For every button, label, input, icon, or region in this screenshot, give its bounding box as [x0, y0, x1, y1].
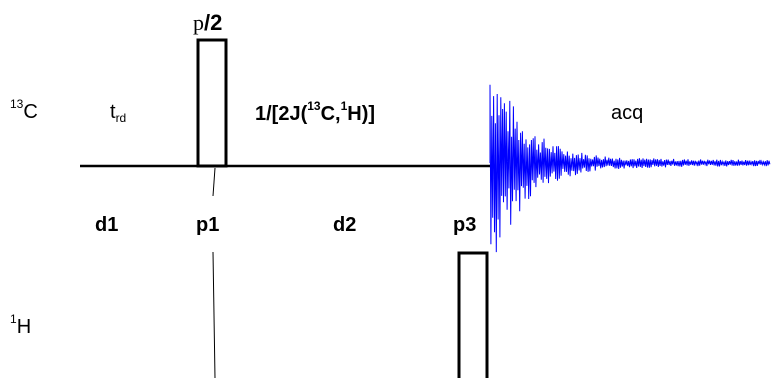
event-d1-label: d1 [95, 214, 118, 236]
proton-pulse-rect [457, 251, 489, 378]
coupling-h-main: H)] [347, 103, 375, 125]
trd-main: t [110, 101, 116, 123]
event-p3-label: p3 [453, 214, 476, 236]
coupling-c-main: C, [321, 103, 341, 125]
coupling-h-sup: 1 [341, 99, 348, 113]
carbon-pulse-rect [196, 38, 228, 168]
pulse-angle-greek: p [193, 10, 204, 35]
proton-channel-label: 1H [10, 312, 31, 338]
proton-label-sup: 1 [10, 312, 17, 326]
pulse-angle-fraction: /2 [204, 10, 222, 35]
pulse-angle-label: p/2 [193, 10, 222, 35]
event-p1-label: p1 [196, 214, 219, 236]
coupling-prefix: 1/[2J( [255, 103, 308, 125]
carbon-channel-label: 13C [10, 97, 38, 123]
carbon-label-main: C [23, 101, 37, 123]
coupling-delay-label: 1/[2J(13C,1H)] [255, 99, 375, 125]
proton-label-main: H [17, 316, 31, 338]
event-d2-label: d2 [333, 214, 356, 236]
p1-marker-upper [212, 167, 216, 197]
p1-marker-lower [212, 251, 216, 378]
trd-sub: rd [116, 111, 127, 125]
relaxation-delay-label: trd [110, 101, 126, 125]
carbon-label-sup: 13 [10, 97, 24, 111]
acquisition-label: acq [611, 102, 643, 124]
fid-signal [489, 84, 771, 253]
coupling-c-sup: 13 [307, 99, 321, 113]
